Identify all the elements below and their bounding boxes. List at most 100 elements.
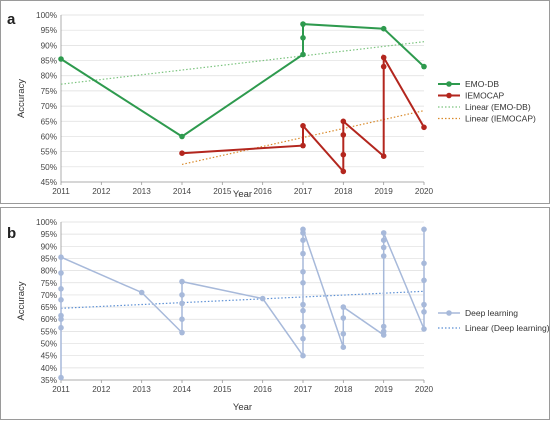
- chart-b-data-point: [340, 331, 347, 337]
- chart-b-data-point: [58, 297, 64, 303]
- chart-b-data-point: [421, 309, 427, 315]
- chart-a-legend-entry: EMO-DB: [465, 79, 499, 89]
- chart-a-x-tick-label: 2014: [173, 187, 192, 196]
- chart-a-data-point: [421, 63, 427, 70]
- chart-a-y-tick-label: 55%: [41, 148, 57, 157]
- chart-b-data-point: [380, 323, 387, 330]
- chart-b-data-point: [300, 237, 306, 243]
- chart-b-x-tick-label: 2018: [334, 385, 353, 394]
- chart-a-x-tick-label: 2012: [92, 187, 111, 196]
- chart-b-x-tick-label: 2013: [133, 385, 152, 394]
- chart-b-data-point: [58, 312, 64, 319]
- chart-a-data-point: [300, 142, 306, 149]
- chart-a: 45% 50% 55% 60% 65% 70% 75% 80% 85% 90% 95% 100% 201…: [7, 11, 536, 200]
- chart-b-data-point: [300, 280, 306, 286]
- chart-b-data-point: [58, 324, 64, 331]
- chart-b-data-point: [300, 250, 306, 257]
- chart-a-trendline: [60, 41, 425, 85]
- chart-a-x-tick-label: 2019: [375, 187, 394, 196]
- chart-b-data-point: [340, 344, 347, 351]
- chart-b-data-point: [340, 315, 347, 321]
- chart-a-data-point: [300, 21, 306, 27]
- chart-a-legend-entry: Linear (EMO-DB): [465, 102, 531, 112]
- chart-a-data-point: [380, 25, 387, 32]
- chart-a-x-axis-title: Year: [233, 189, 252, 200]
- chart-a-data-point: [179, 150, 185, 156]
- chart-b-data-point: [179, 329, 185, 336]
- chart-a-y-tick-label: 70%: [41, 102, 57, 111]
- chart-a-data-point: [340, 168, 347, 175]
- chart-a-x-tick-label: 2016: [254, 187, 273, 196]
- chart-b-y-tick-label: 85%: [41, 254, 57, 263]
- chart-b-data-point: [421, 326, 427, 332]
- chart-a-x-tick-label: 2018: [334, 187, 353, 196]
- chart-b-data-point: [300, 226, 306, 233]
- chart-b-data-point: [179, 292, 185, 298]
- chart-b-legend-marker: [446, 310, 452, 316]
- chart-a-data-point: [300, 35, 306, 41]
- chart-b-x-tick-label: 2016: [254, 385, 273, 394]
- chart-a-x-tick-label: 2015: [213, 187, 232, 196]
- chart-a-y-axis-title: Accuracy: [16, 79, 27, 118]
- chart-b-data-point: [138, 289, 145, 296]
- chart-b-data-point: [380, 328, 387, 335]
- chart-a-legend-entry: Linear (IEMOCAP): [465, 114, 536, 124]
- chart-b-y-tick-label: 40%: [41, 364, 57, 373]
- chart-b-y-tick-label: 100%: [36, 218, 57, 227]
- chart-b-x-tick-label: 2011: [52, 385, 70, 394]
- chart-b-data-point: [300, 307, 306, 314]
- chart-b-x-tick-label: 2019: [375, 385, 394, 394]
- chart-a-y-tick-label: 95%: [41, 26, 57, 35]
- chart-b-y-axis-title: Accuracy: [16, 281, 27, 320]
- chart-b-y-tick-label: 95%: [41, 230, 57, 239]
- chart-b-data-point: [300, 323, 306, 330]
- chart-a-legend-marker: [446, 81, 452, 87]
- chart-b-y-tick-label: 80%: [41, 267, 57, 276]
- chart-b-data-point: [58, 270, 64, 276]
- chart-b-y-tick-label: 70%: [41, 291, 57, 300]
- chart-b-data-point: [421, 301, 427, 308]
- chart-a-y-tick-label: 60%: [41, 132, 57, 141]
- chart-b-data-point: [300, 301, 306, 308]
- chart-a-x-tick-label: 2011: [52, 187, 70, 196]
- chart-b-x-tick-label: 2014: [173, 385, 192, 394]
- chart-b-panel-letter: b: [7, 225, 16, 242]
- chart-b-x-tick-label: 2015: [213, 385, 232, 394]
- chart-b-legend-entry: Deep learning: [465, 308, 518, 318]
- chart-a-data-point: [340, 151, 347, 158]
- chart-b: 35% 40% 45% 50% 55% 60% 65% 70% 75% 80% 85% 90% 95% 1…: [7, 218, 550, 413]
- chart-b-trendline: [60, 290, 425, 309]
- chart-b-x-tick-label: 2012: [92, 385, 111, 394]
- chart-a-y-tick-label: 80%: [41, 72, 57, 81]
- chart-b-data-point: [300, 335, 306, 342]
- chart-a-y-tick-label: 100%: [36, 11, 57, 20]
- chart-a-data-point: [380, 153, 387, 159]
- chart-b-x-axis-title: Year: [233, 402, 252, 413]
- chart-a-data-point: [380, 63, 387, 70]
- chart-b-x-tick-label: 2020: [415, 385, 434, 394]
- chart-b-y-tick-label: 35%: [41, 376, 57, 385]
- chart-b-data-point: [179, 316, 185, 323]
- chart-a-y-tick-label: 65%: [41, 117, 57, 126]
- chart-b-data-point: [58, 286, 64, 292]
- chart-b-data-point: [179, 278, 185, 285]
- chart-b-data-point: [179, 300, 185, 307]
- chart-a-y-tick-label: 75%: [41, 87, 57, 96]
- chart-a-y-tick-label: 90%: [41, 41, 57, 50]
- chart-b-legend-entry: Linear (Deep learning): [465, 323, 550, 333]
- chart-b-y-tick-label: 65%: [41, 303, 57, 312]
- chart-a-data-point: [300, 51, 306, 58]
- chart-b-y-tick-label: 50%: [41, 340, 57, 349]
- panel-a-frame: [0, 0, 550, 204]
- chart-b-data-point: [421, 277, 427, 284]
- chart-a-y-tick-label: 50%: [41, 163, 57, 172]
- chart-a-data-point: [340, 132, 347, 138]
- chart-b-data-point: [300, 352, 306, 359]
- chart-b-y-tick-label: 45%: [41, 352, 57, 361]
- chart-b-x-tick-label: 2017: [294, 385, 313, 394]
- chart-b-data-point: [421, 260, 427, 267]
- chart-a-legend-entry: IEMOCAP: [465, 91, 505, 101]
- chart-a-y-tick-label: 85%: [41, 57, 57, 66]
- chart-b-data-point: [58, 374, 64, 381]
- chart-a-data-point: [421, 124, 427, 131]
